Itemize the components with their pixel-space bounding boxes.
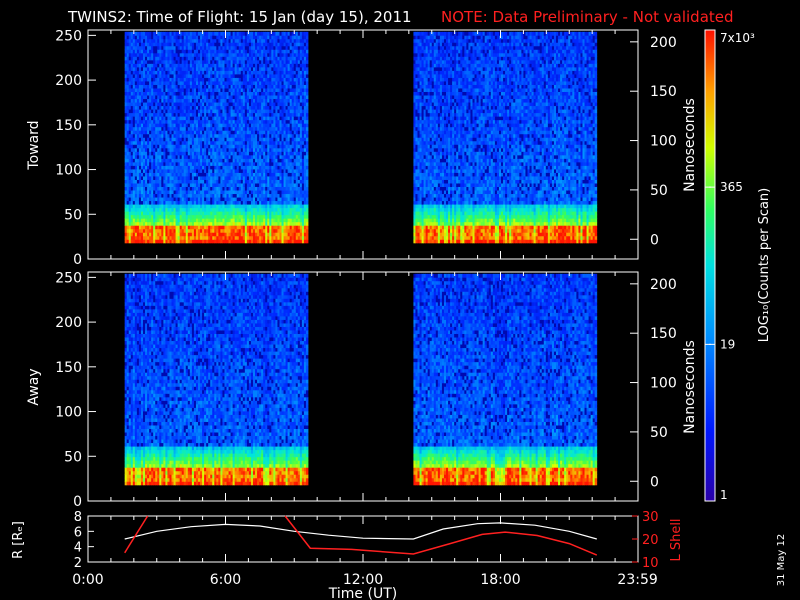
lshell-tick-label: 20 xyxy=(642,533,659,548)
r-series-line xyxy=(125,523,597,539)
toward-spectrogram xyxy=(125,32,597,244)
y-tick-label-left: 150 xyxy=(55,118,82,134)
y-tick-label-right: 150 xyxy=(650,326,677,342)
x-tick-label: 18:00 xyxy=(480,572,520,588)
r-tick-label: 6 xyxy=(74,525,82,540)
x-tick-label: 6:00 xyxy=(210,572,241,588)
y-tick-label-left: 150 xyxy=(55,360,82,376)
r-ylabel: R [Rₑ] xyxy=(11,521,26,559)
y-tick-label-right: 50 xyxy=(650,425,668,441)
toward-ylabel-right: Nanoseconds xyxy=(682,98,698,192)
lshell-ylabel: L Shell xyxy=(669,518,684,561)
y-tick-label-left: 200 xyxy=(55,73,82,89)
y-tick-label-left: 250 xyxy=(55,28,82,44)
colorbar-tick-label: 19 xyxy=(720,337,735,351)
y-tick-label-right: 200 xyxy=(650,35,677,51)
away-ylabel: Away xyxy=(26,368,42,405)
toward-panel: 0 50 100 150 200 250 0 50 100 150 200 Toward Nanos… xyxy=(26,28,698,268)
x-tick-label: 23:59 xyxy=(617,572,657,588)
toward-ylabel: Toward xyxy=(26,120,42,170)
lshell-tick-label: 10 xyxy=(642,556,659,571)
r-tick-label: 8 xyxy=(74,510,82,525)
y-tick-label-left: 200 xyxy=(55,315,82,331)
y-tick-label-right: 0 xyxy=(650,232,659,248)
colorbar-gradient xyxy=(705,30,715,501)
x-axis-label: Time (UT) xyxy=(328,586,397,600)
away-spectrogram xyxy=(125,274,597,486)
y-tick-label-left: 50 xyxy=(64,207,82,223)
y-tick-label-right: 200 xyxy=(650,277,677,293)
y-tick-label-left: 0 xyxy=(73,252,82,268)
y-tick-label-right: 0 xyxy=(650,474,659,490)
y-tick-label-right: 100 xyxy=(650,376,677,392)
r-tick-label: 2 xyxy=(74,556,82,571)
colorbar-label: LOG₁₀(Counts per Scan) xyxy=(757,188,772,343)
colorbar-tick-label: 7x10³ xyxy=(720,31,755,45)
away-ylabel-right: Nanoseconds xyxy=(682,340,698,434)
date-stamp: 31 May 12 xyxy=(776,534,787,586)
y-tick-label-left: 250 xyxy=(55,270,82,286)
lshell-tick-label: 30 xyxy=(642,510,659,525)
r-tick-label: 4 xyxy=(74,541,82,556)
away-panel: 0 50 100 150 200 250 0 50 100 150 200 Away Nanosec… xyxy=(26,270,698,510)
colorbar: 7x10³ 365 19 1 LOG₁₀(Counts per Scan) xyxy=(705,30,772,502)
y-tick-label-left: 100 xyxy=(55,163,82,179)
y-tick-label-left: 50 xyxy=(64,449,82,465)
colorbar-tick-label: 1 xyxy=(720,488,728,502)
chart-title: TWINS2: Time of Flight: 15 Jan (day 15),… xyxy=(67,8,412,26)
lshell-series xyxy=(125,516,597,555)
x-tick-label: 0:00 xyxy=(72,572,103,588)
colorbar-tick-label: 365 xyxy=(720,180,743,194)
preliminary-note: NOTE: Data Preliminary - Not validated xyxy=(441,8,734,26)
y-tick-label-left: 0 xyxy=(73,494,82,510)
y-tick-label-right: 150 xyxy=(650,84,677,100)
y-tick-label-right: 50 xyxy=(650,183,668,199)
y-tick-label-right: 100 xyxy=(650,134,677,150)
y-tick-label-left: 100 xyxy=(55,405,82,421)
